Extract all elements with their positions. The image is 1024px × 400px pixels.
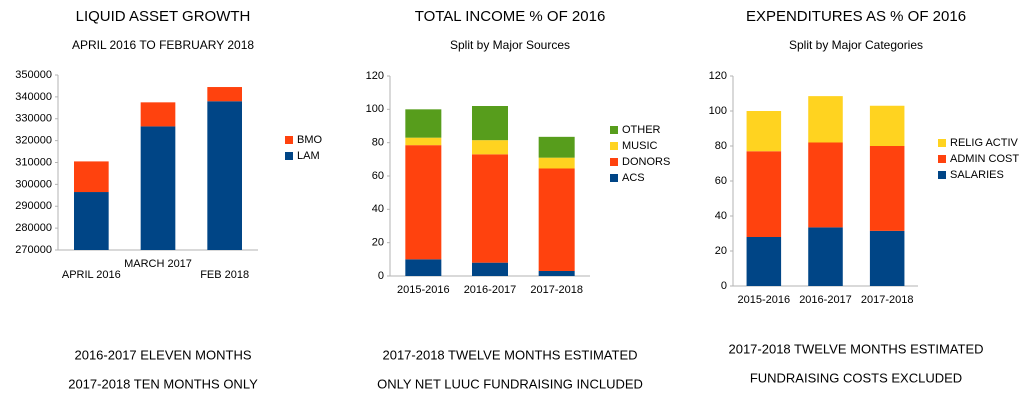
bar-segment [472, 140, 508, 155]
footnote: 2017-2018 TEN MONTHS ONLY [68, 376, 258, 391]
footnote: FUNDRAISING COSTS EXCLUDED [750, 370, 962, 385]
legend-label: BMO [297, 134, 323, 146]
bar-segment [746, 151, 782, 237]
bar-segment [746, 111, 782, 152]
legend-swatch [938, 139, 946, 147]
y-tick-label: 310000 [15, 156, 52, 168]
legend-swatch [610, 126, 618, 134]
bar-segment [808, 227, 843, 286]
bar-segment [140, 102, 176, 127]
bar-segment [538, 157, 575, 169]
x-tick-label: 2015-2016 [738, 294, 791, 306]
bar-segment [869, 230, 905, 286]
legend-swatch [610, 174, 618, 182]
bar-segment [405, 109, 442, 138]
bar-segment [405, 137, 442, 146]
chart-subtitle: Split by Major Categories [789, 38, 923, 52]
legend-swatch [285, 136, 293, 144]
y-tick-label: 40 [372, 203, 384, 215]
legend-swatch [938, 171, 946, 179]
bar-segment [869, 105, 905, 146]
chart-title: EXPENDITURES AS % OF 2016 [746, 8, 966, 25]
bar-segment [538, 168, 575, 271]
legend-label: SALARIES [950, 169, 1004, 181]
footnote: 2016-2017 ELEVEN MONTHS [74, 347, 251, 362]
chart-title: TOTAL INCOME % OF 2016 [415, 8, 606, 25]
x-tick-label: FEB 2018 [200, 269, 249, 281]
y-tick-label: 60 [372, 170, 384, 182]
footnote: ONLY NET LUUC FUNDRAISING INCLUDED [377, 376, 643, 391]
legend-label: ACS [622, 172, 645, 184]
bar-segment [74, 161, 109, 193]
bar-segment [74, 192, 109, 250]
y-tick-label: 80 [372, 137, 384, 149]
x-tick-label: 2017-2018 [530, 284, 583, 296]
chart-subtitle: Split by Major Sources [450, 38, 570, 52]
legend-label: DONORS [622, 156, 670, 168]
bar-segment [538, 271, 575, 276]
y-tick-label: 60 [715, 175, 727, 187]
legend-label: OTHER [622, 124, 661, 136]
y-tick-label: 350000 [15, 69, 52, 81]
legend-swatch [938, 155, 946, 163]
y-tick-label: 290000 [15, 200, 52, 212]
x-tick-label: 2016-2017 [799, 294, 852, 306]
y-tick-label: 100 [709, 105, 727, 117]
footnote: 2017-2018 TWELVE MONTHS ESTIMATED [382, 347, 637, 362]
y-tick-label: 270000 [15, 244, 52, 256]
legend-label: ADMIN COST [950, 153, 1019, 165]
x-tick-label: MARCH 2017 [124, 258, 192, 270]
bar-segment [472, 154, 508, 263]
y-tick-label: 100 [366, 103, 384, 115]
y-tick-label: 280000 [15, 222, 52, 234]
x-tick-label: 2015-2016 [397, 284, 450, 296]
y-tick-label: 120 [366, 70, 384, 82]
y-tick-label: 120 [709, 70, 727, 82]
legend-label: MUSIC [622, 140, 658, 152]
y-tick-label: 40 [715, 210, 727, 222]
bar-segment [405, 145, 442, 260]
legend-label: RELIG ACTIV [950, 137, 1019, 149]
y-tick-label: 300000 [15, 178, 52, 190]
bar-segment [869, 146, 905, 231]
y-tick-label: 0 [721, 280, 727, 292]
y-tick-label: 80 [715, 140, 727, 152]
bar-segment [472, 106, 508, 141]
bar-segment [140, 126, 176, 250]
bar-segment [808, 96, 843, 143]
bar-segment [207, 101, 242, 250]
chart-subtitle: APRIL 2016 TO FEBRUARY 2018 [72, 38, 254, 52]
x-tick-label: 2017-2018 [861, 294, 914, 306]
footnote: 2017-2018 TWELVE MONTHS ESTIMATED [728, 341, 983, 356]
legend-swatch [610, 158, 618, 166]
legend-swatch [285, 152, 293, 160]
y-tick-label: 20 [715, 245, 727, 257]
legend-label: LAM [297, 150, 320, 162]
y-tick-label: 0 [378, 270, 384, 282]
bar-segment [746, 237, 782, 286]
y-tick-label: 20 [372, 237, 384, 249]
chart-title: LIQUID ASSET GROWTH [76, 8, 251, 25]
bar-segment [405, 259, 442, 276]
bar-segment [808, 142, 843, 228]
y-tick-label: 340000 [15, 91, 52, 103]
bar-segment [207, 87, 242, 102]
y-tick-label: 320000 [15, 135, 52, 147]
x-tick-label: 2016-2017 [464, 284, 517, 296]
x-tick-label: APRIL 2016 [62, 269, 121, 281]
bar-segment [538, 136, 575, 158]
bar-segment [472, 262, 508, 276]
legend-swatch [610, 142, 618, 150]
y-tick-label: 330000 [15, 113, 52, 125]
